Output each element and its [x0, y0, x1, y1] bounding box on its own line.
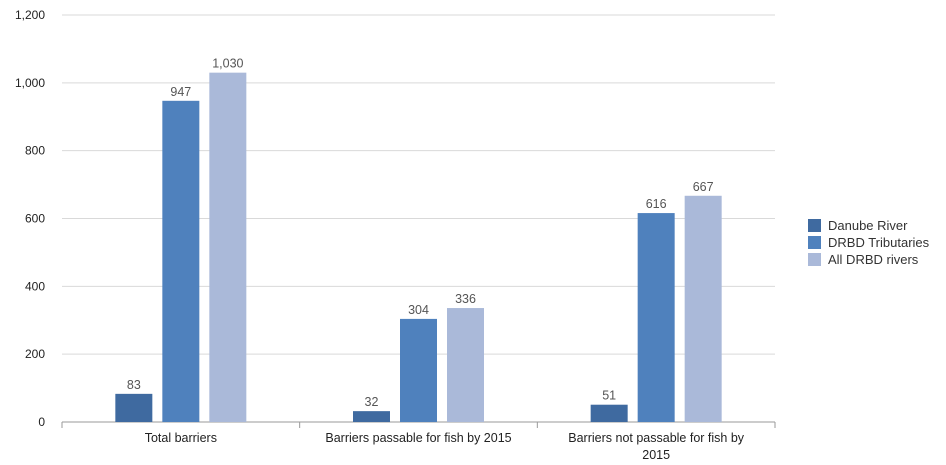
y-axis: 0 200 400 600 800 1,000 1,200: [15, 8, 45, 429]
bar: [162, 101, 199, 422]
legend-swatch-all-drbd-rivers: [808, 253, 821, 266]
bar: [447, 308, 484, 422]
bar: [591, 405, 628, 422]
bar: [353, 411, 390, 422]
bar: [638, 213, 675, 422]
y-tick-label: 0: [38, 415, 45, 429]
x-tick-label: Total barriers: [145, 431, 217, 445]
legend-item-drbd-tributaries: DRBD Tributaries: [808, 234, 929, 251]
legend-item-all-drbd-rivers: All DRBD rivers: [808, 251, 929, 268]
data-label: 32: [365, 395, 379, 409]
data-label: 667: [693, 180, 714, 194]
y-tick-label: 200: [25, 347, 45, 361]
legend: Danube River DRBD Tributaries All DRBD r…: [808, 217, 929, 268]
legend-label: All DRBD rivers: [828, 252, 918, 267]
x-tick-label: 2015: [642, 448, 670, 462]
data-label: 336: [455, 292, 476, 306]
bar: [400, 319, 437, 422]
legend-swatch-danube-river: [808, 219, 821, 232]
data-label: 1,030: [212, 57, 243, 71]
data-label: 616: [646, 197, 667, 211]
data-label: 304: [408, 303, 429, 317]
bars: 83 32 51 947 304 616 1,030 336 667: [115, 57, 721, 422]
data-label: 51: [602, 389, 616, 403]
y-tick-label: 400: [25, 279, 45, 293]
y-tick-label: 800: [25, 144, 45, 158]
bar: [115, 394, 152, 422]
x-axis: Total barriers Barriers passable for fish…: [62, 422, 775, 462]
legend-label: Danube River: [828, 218, 908, 233]
y-tick-label: 1,200: [15, 8, 45, 22]
x-tick-label: Barriers passable for fish by 2015: [325, 431, 511, 445]
bar: [685, 196, 722, 422]
legend-item-danube-river: Danube River: [808, 217, 929, 234]
y-tick-label: 1,000: [15, 76, 45, 90]
y-tick-label: 600: [25, 212, 45, 226]
legend-swatch-drbd-tributaries: [808, 236, 821, 249]
bar: [209, 73, 246, 422]
data-label: 947: [170, 85, 191, 99]
x-tick-label: Barriers not passable for fish by: [568, 431, 745, 445]
data-label: 83: [127, 378, 141, 392]
legend-label: DRBD Tributaries: [828, 235, 929, 250]
